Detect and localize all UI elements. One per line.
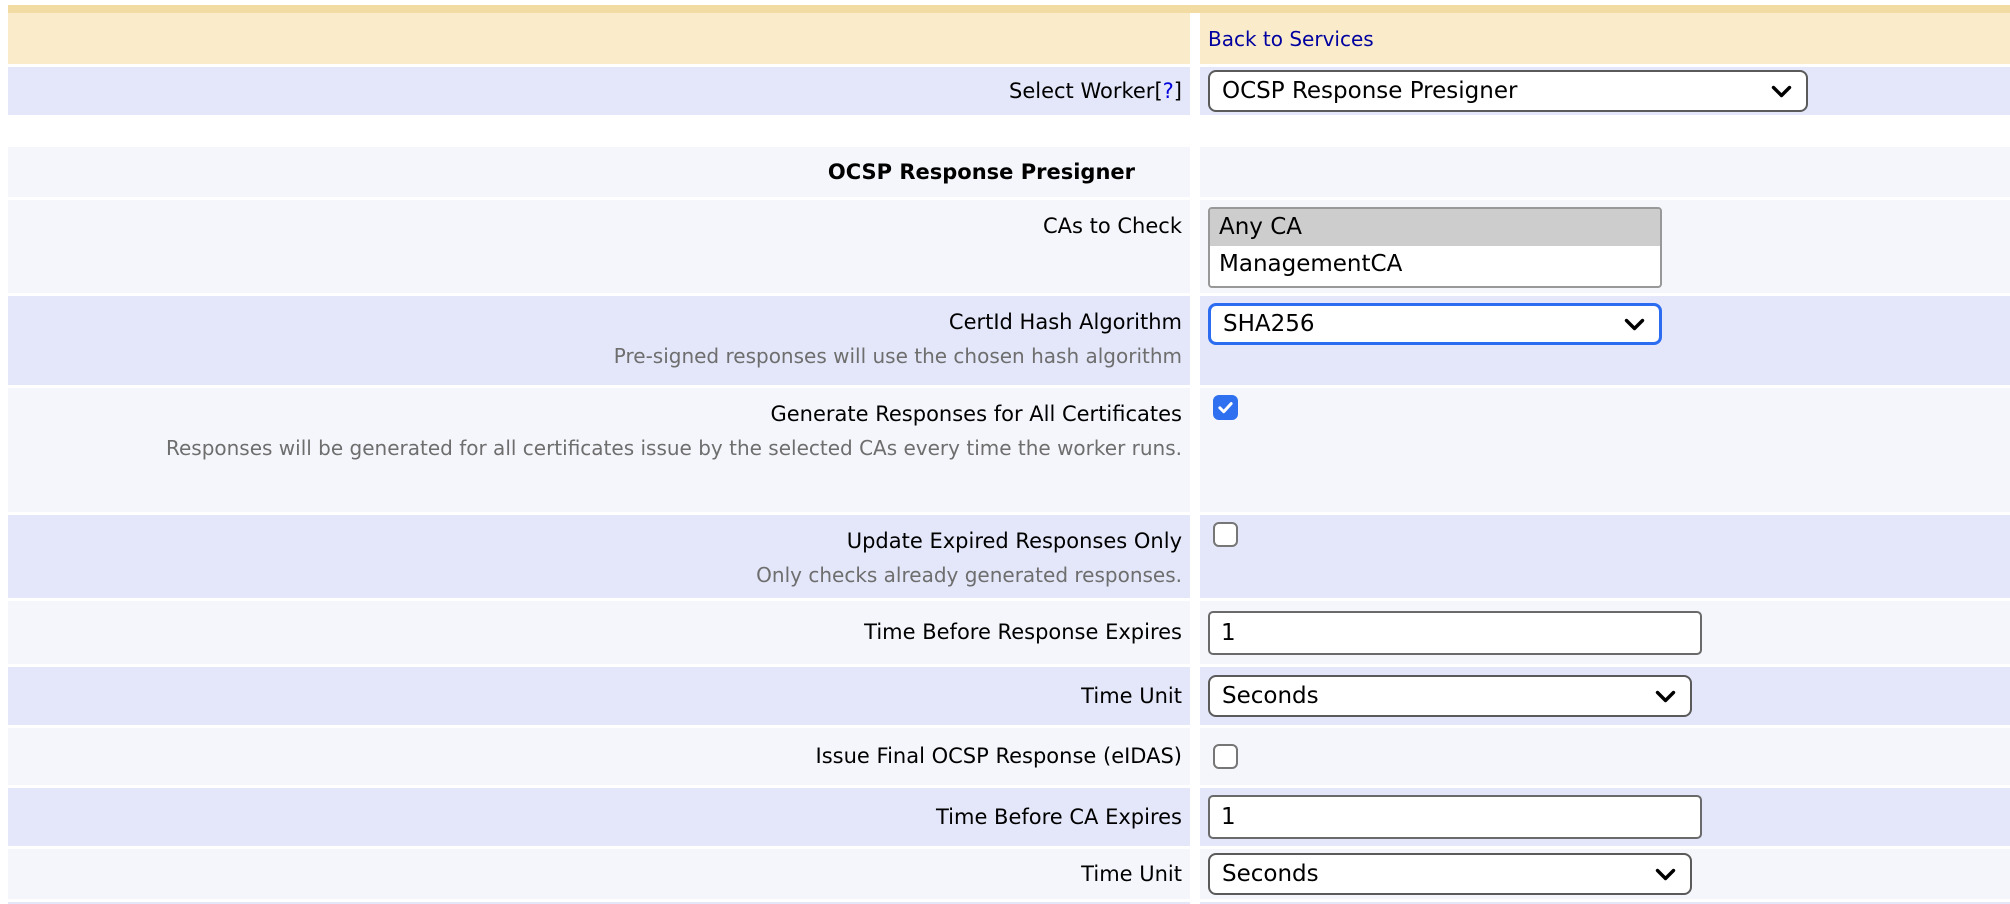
certid-hash-helper: Pre-signed responses will use the chosen… [613, 344, 1182, 368]
cas-to-check-label: CAs to Check [1042, 214, 1182, 238]
select-worker-row: Select Worker[?] OCSP Response Presigner [8, 67, 2010, 115]
back-to-services-link[interactable]: Back to Services [1208, 26, 1374, 51]
generate-all-checkbox[interactable] [1213, 395, 1238, 420]
checkmark-icon [1218, 402, 1233, 414]
banner-row: Back to Services [8, 13, 2010, 64]
update-expired-helper: Only checks already generated responses. [756, 563, 1182, 587]
time-unit-response-row: Time Unit Seconds [8, 667, 2010, 725]
header-accent-bar [8, 5, 2010, 13]
certid-hash-select[interactable]: SHA256 [1208, 303, 1662, 345]
cas-to-check-listbox[interactable]: Any CA ManagementCA [1208, 207, 1662, 288]
time-unit-ca-select-value: Seconds [1222, 861, 1319, 887]
time-before-response-label: Time Before Response Expires [864, 620, 1182, 644]
issue-final-label: Issue Final OCSP Response (eIDAS) [815, 744, 1182, 768]
time-before-ca-label: Time Before CA Expires [935, 804, 1182, 829]
time-unit-response-label: Time Unit [1081, 683, 1182, 708]
time-unit-ca-label: Time Unit [1081, 861, 1182, 886]
update-expired-label: Update Expired Responses Only [846, 529, 1182, 553]
time-before-ca-row: Time Before CA Expires [8, 788, 2010, 846]
certid-hash-row: CertId Hash Algorithm Pre-signed respons… [8, 296, 2010, 385]
time-before-ca-input[interactable] [1208, 795, 1702, 839]
issue-final-checkbox[interactable] [1213, 744, 1238, 769]
listbox-option-any-ca[interactable]: Any CA [1210, 209, 1660, 246]
issue-final-row: Issue Final OCSP Response (eIDAS) [8, 728, 2010, 785]
listbox-option-managementca[interactable]: ManagementCA [1219, 251, 1403, 277]
certid-hash-select-value: SHA256 [1223, 311, 1315, 337]
time-before-response-row: Time Before Response Expires [8, 601, 2010, 664]
chevron-down-icon [1655, 868, 1676, 880]
service-form: Back to Services Select Worker[?] OCSP R… [8, 13, 2010, 904]
chevron-down-icon [1655, 690, 1676, 702]
section-title: OCSP Response Presigner [827, 160, 1135, 184]
time-before-response-input[interactable] [1208, 610, 1702, 655]
generate-all-helper: Responses will be generated for all cert… [165, 436, 1182, 460]
time-unit-response-select-value: Seconds [1222, 683, 1319, 709]
worker-select-value: OCSP Response Presigner [1222, 78, 1518, 104]
update-expired-checkbox[interactable] [1213, 522, 1238, 547]
certid-hash-label: CertId Hash Algorithm [948, 310, 1182, 334]
generate-all-label: Generate Responses for All Certificates [770, 402, 1182, 426]
worker-select[interactable]: OCSP Response Presigner [1208, 70, 1808, 112]
worker-help-link[interactable]: ? [1162, 78, 1174, 103]
time-unit-ca-select[interactable]: Seconds [1208, 853, 1692, 895]
chevron-down-icon [1624, 318, 1645, 330]
update-expired-row: Update Expired Responses Only Only check… [8, 515, 2010, 598]
cas-to-check-row: CAs to Check Any CA ManagementCA [8, 200, 2010, 293]
section-header-row: OCSP Response Presigner [8, 147, 2010, 197]
next-row-partial [8, 902, 2010, 904]
time-unit-ca-row: Time Unit Seconds [8, 849, 2010, 899]
time-unit-response-select[interactable]: Seconds [1208, 675, 1692, 717]
generate-all-row: Generate Responses for All Certificates … [8, 388, 2010, 512]
select-worker-label: Select Worker[?] [1008, 78, 1182, 103]
chevron-down-icon [1771, 85, 1792, 97]
